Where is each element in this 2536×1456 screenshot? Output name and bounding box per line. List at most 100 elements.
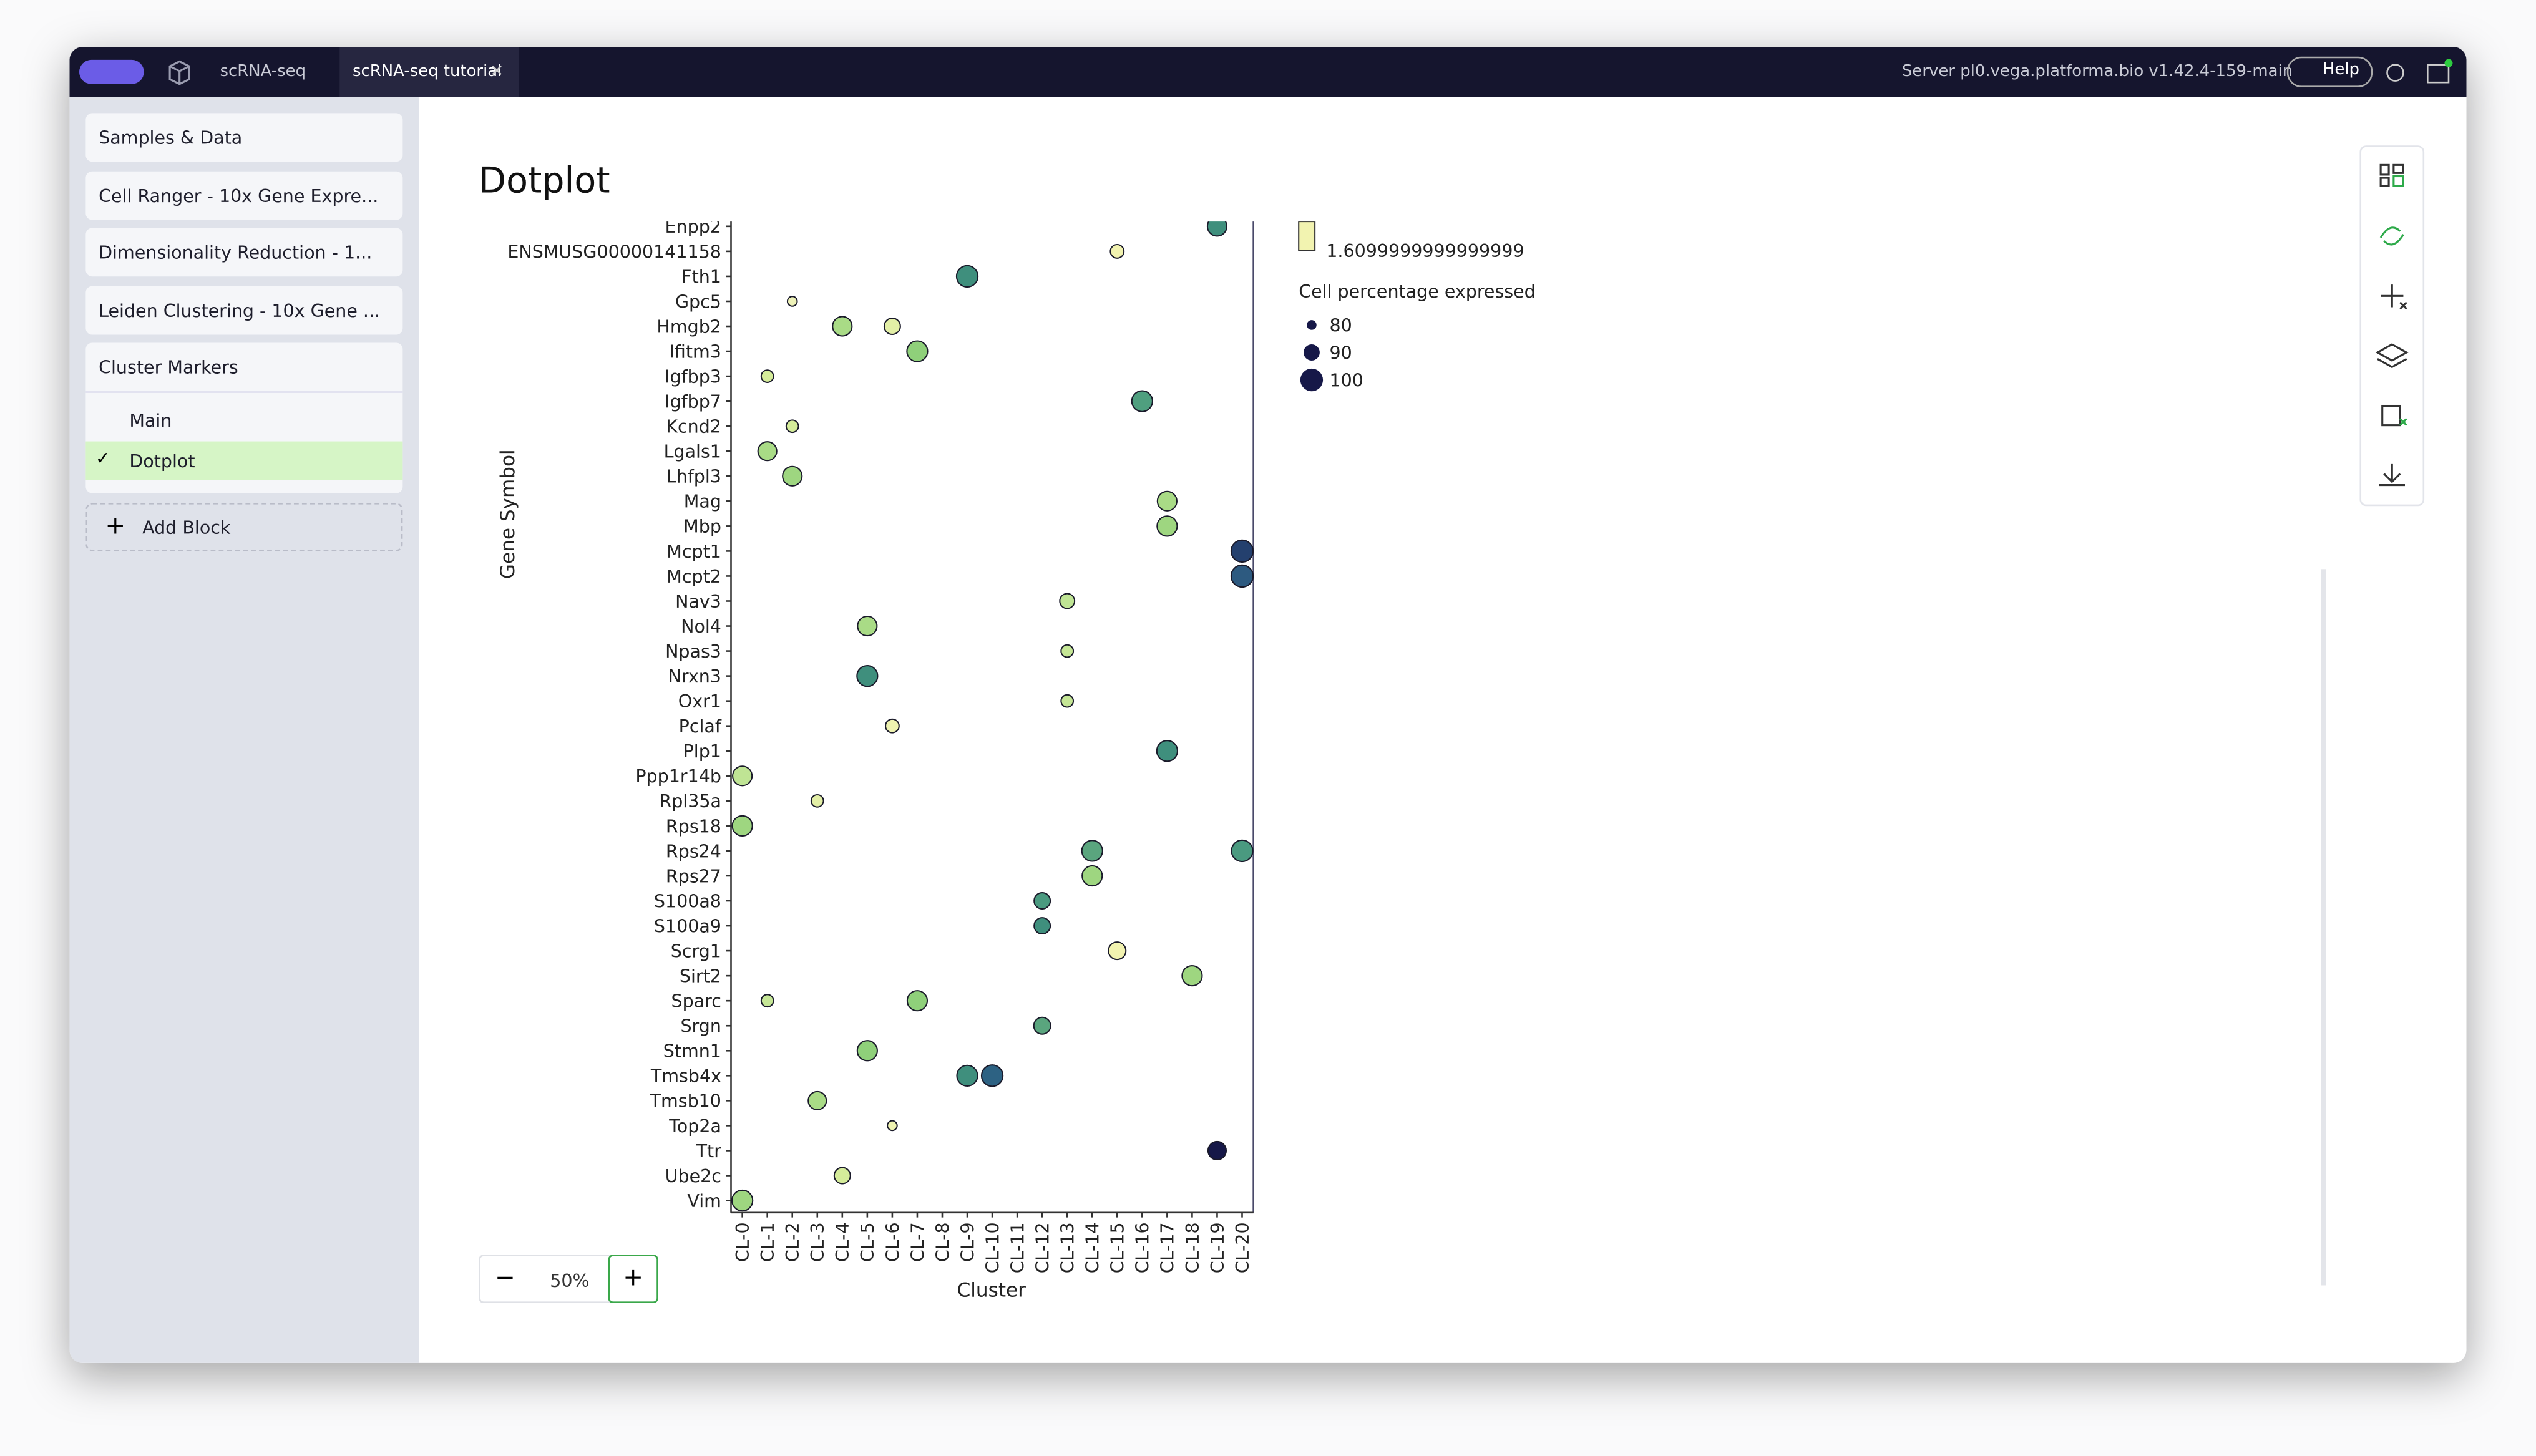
y-tick-label: Fth1 <box>681 266 721 287</box>
y-tick-label: Rpl35a <box>659 791 721 812</box>
nav-subitem[interactable]: Main <box>129 410 172 432</box>
y-axis-label: Gene Symbol <box>497 449 519 579</box>
x-tick-label: CL-11 <box>1007 1222 1028 1273</box>
nav-item[interactable]: Cell Ranger - 10x Gene Expre... <box>85 171 403 220</box>
y-tick-label: Nol4 <box>681 616 721 637</box>
dot <box>760 369 774 383</box>
nav-item[interactable]: Samples & Data <box>85 113 403 162</box>
close-tab[interactable]: ✕ <box>490 63 504 81</box>
dot <box>955 265 979 288</box>
dot <box>757 441 778 462</box>
scrollbar[interactable] <box>2321 569 2326 1286</box>
x-tick-label: CL-10 <box>982 1222 1003 1273</box>
tab[interactable]: scRNA-seq tutorial <box>353 63 502 81</box>
x-tick-label: CL-13 <box>1058 1222 1078 1273</box>
dot <box>1230 539 1254 563</box>
dot <box>906 340 929 362</box>
dot <box>1059 593 1076 609</box>
dot <box>1156 740 1178 762</box>
size-legend-dot <box>1300 368 1324 392</box>
nav-group-title[interactable]: Cluster Markers <box>99 357 238 379</box>
dot <box>1108 941 1127 961</box>
y-tick-label: Kcnd2 <box>666 417 721 437</box>
help-label[interactable]: Help <box>2322 61 2359 79</box>
zoom-level: 50% <box>550 1271 590 1292</box>
dot <box>731 815 753 837</box>
y-tick-label: Tmsb10 <box>650 1091 721 1112</box>
y-tick-label: Nav3 <box>675 591 721 612</box>
y-tick-label: Ifitm3 <box>670 341 721 362</box>
toolbar <box>2359 145 2425 507</box>
dot <box>906 990 929 1012</box>
top-icons[interactable] <box>2382 58 2454 87</box>
dot <box>1081 840 1103 862</box>
color-legend-label: 1.6099999999999999 <box>1326 241 1524 261</box>
home-button[interactable] <box>79 59 144 84</box>
x-tick-label: CL-17 <box>1158 1222 1178 1273</box>
x-tick-label: CL-12 <box>1033 1222 1053 1273</box>
y-tick-label: Hmgb2 <box>656 316 721 337</box>
dot <box>807 1090 827 1110</box>
workspace-icon[interactable] <box>167 60 192 85</box>
plus-icon: + <box>105 511 126 540</box>
help-button[interactable] <box>2286 56 2373 87</box>
dot <box>1060 694 1075 708</box>
window: scRNA-seq scRNA-seq tutorial ✕ Server pl… <box>69 47 2467 1363</box>
add-block-button[interactable] <box>85 503 403 551</box>
dot <box>1081 865 1103 887</box>
selected-bg <box>85 441 403 480</box>
x-tick-label: CL-0 <box>733 1222 753 1262</box>
divider <box>85 391 403 393</box>
y-tick-label: Rps27 <box>666 866 721 886</box>
x-tick-label: CL-1 <box>758 1222 778 1262</box>
toolbar-icons[interactable] <box>2361 147 2422 505</box>
size-legend-dot <box>1303 344 1320 361</box>
dot <box>810 794 824 808</box>
dot <box>1181 965 1203 987</box>
y-tick-label: Rps18 <box>666 816 721 837</box>
y-tick-label: Scrg1 <box>671 941 721 961</box>
y-tick-label: Mcpt2 <box>666 566 721 587</box>
dot <box>980 1064 1004 1087</box>
y-tick-label: Sirt2 <box>680 966 721 987</box>
nav-subitem[interactable]: Dotplot <box>129 451 195 472</box>
y-tick-label: Tmsb4x <box>650 1066 721 1087</box>
plot-area: Enpp2 ENSMUSG00000141158 Fth1 Gpc5 Hmgb2 Ifit… <box>507 221 1316 1213</box>
dot <box>786 296 798 307</box>
dot <box>1231 839 1254 863</box>
size-legend-label: 90 <box>1329 342 1352 363</box>
y-tick-label: Rps24 <box>666 841 721 861</box>
dot <box>1110 243 1125 259</box>
x-tick-label: CL-14 <box>1083 1222 1103 1273</box>
server-info: Server pl0.vega.platforma.bio v1.42.4-15… <box>1901 63 2293 81</box>
nav-item[interactable]: Dimensionality Reduction - 1... <box>85 228 403 277</box>
add-block-label[interactable]: Add Block <box>142 517 231 539</box>
zoom-in[interactable]: + <box>608 1255 658 1303</box>
y-tick-label: Mcpt1 <box>666 541 721 562</box>
dot <box>856 1040 878 1062</box>
y-tick-label: Gpc5 <box>675 291 721 312</box>
nav-item[interactable]: Leiden Clustering - 10x Gene ... <box>85 286 403 335</box>
y-tick-label: Lhfpl3 <box>666 467 721 487</box>
x-tick-label: CL-7 <box>907 1222 928 1262</box>
y-tick-label: Srgn <box>680 1016 721 1037</box>
y-tick-label: Pclaf <box>679 716 722 737</box>
tab[interactable]: scRNA-seq <box>220 63 306 81</box>
y-tick-label: Ttr <box>696 1141 722 1162</box>
active-tab[interactable] <box>339 47 519 97</box>
y-tick-label: Mbp <box>683 517 721 537</box>
dot <box>1033 1016 1051 1035</box>
dot <box>782 465 803 487</box>
x-tick-label: CL-3 <box>807 1222 828 1262</box>
dot <box>832 316 853 337</box>
dot <box>760 994 774 1008</box>
zoom-out[interactable]: − <box>495 1263 515 1292</box>
y-tick-label: Oxr1 <box>678 691 721 712</box>
dot <box>1206 221 1228 237</box>
y-tick-label: ENSMUSG00000141158 <box>507 241 721 262</box>
dot <box>732 765 753 787</box>
y-tick-label: Igfbp3 <box>665 366 721 387</box>
y-tick-label: Ube2c <box>665 1166 721 1187</box>
